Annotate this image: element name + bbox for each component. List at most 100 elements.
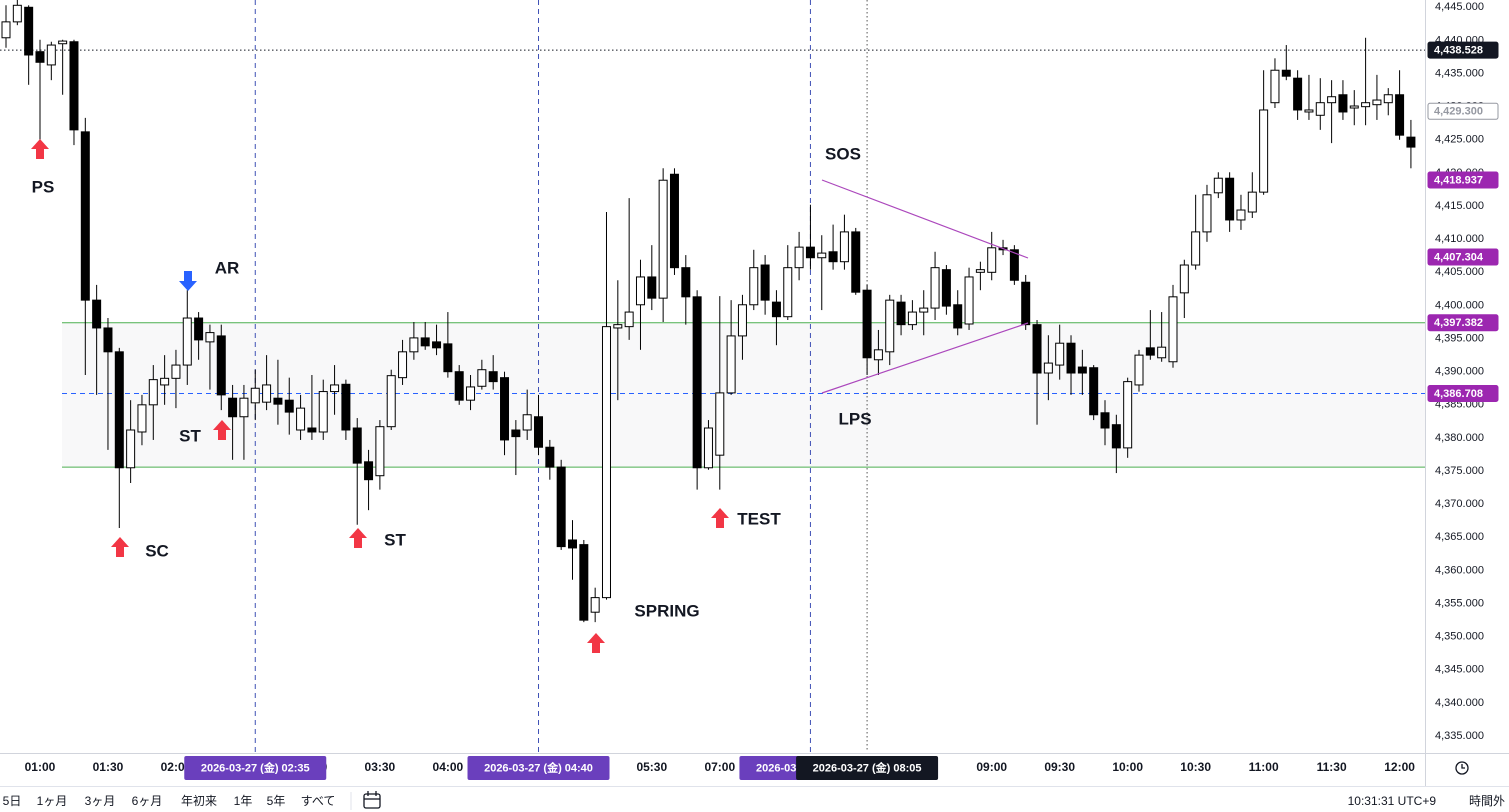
range-button[interactable]: 1年 [234, 794, 253, 808]
range-button[interactable]: すべて [301, 794, 336, 808]
range-button[interactable]: 6ヶ月 [132, 794, 163, 808]
y-tick-label: 4,370.000 [1435, 498, 1484, 510]
time-marker-label: 2026-03-27 (金) 04:40 [484, 760, 593, 774]
timezone-icon[interactable] [1455, 761, 1469, 775]
candle-body [556, 466, 566, 548]
x-tick-label: 11:30 [1317, 760, 1347, 774]
candle-body [1009, 249, 1019, 281]
candle-body [1327, 96, 1337, 104]
x-tick-label: 05:30 [636, 760, 667, 774]
price-label: 4,397.382 [1434, 317, 1483, 329]
time-marker-label-box [184, 756, 327, 780]
crosshair-label-box [796, 756, 939, 780]
candle-body [885, 299, 895, 353]
candle-body [318, 391, 328, 433]
candle-body [511, 429, 521, 438]
candle-body [250, 387, 260, 404]
price-label-box [1427, 171, 1499, 189]
x-tick-label: 03:30 [365, 760, 396, 774]
candle-body [1066, 342, 1076, 374]
candle-body [794, 246, 804, 269]
candle-body [69, 41, 79, 131]
y-tick-label: 4,380.000 [1435, 432, 1484, 444]
up-arrow [213, 420, 231, 440]
candle-body [1338, 94, 1348, 113]
candle-body [1134, 354, 1144, 386]
candle-body [635, 276, 645, 306]
candle-body [1157, 346, 1167, 359]
candle-body [1168, 296, 1178, 363]
range-button[interactable]: 5日 [3, 794, 22, 808]
up-arrow [349, 528, 367, 548]
candle-body [1213, 177, 1223, 194]
range-button[interactable]: 5年 [267, 794, 286, 808]
candle-body [726, 335, 736, 394]
toolbar: 5日 1ヶ月 3ヶ月 6ヶ月 年初来 1年 5年 すべて 10:31:31 UTC+9 時間外 [3, 791, 1505, 810]
x-tick-label: 07:00 [704, 760, 735, 774]
candle-body [330, 384, 340, 393]
candle-body [681, 267, 691, 298]
up-arrow [111, 537, 129, 557]
candle-body [805, 246, 815, 259]
annotation: SC [145, 541, 169, 560]
candle-body [182, 317, 192, 366]
candle-body [58, 40, 68, 45]
y-tick-label: 4,345.000 [1435, 664, 1484, 676]
candle-body [1293, 77, 1303, 111]
candle-body [703, 427, 713, 469]
candle-body [568, 539, 577, 549]
candle-body [613, 324, 623, 329]
x-tick-label: 09:30 [1044, 760, 1075, 774]
candle-body [534, 416, 544, 448]
candle-body [1395, 94, 1405, 136]
candle-body [148, 379, 158, 406]
y-tick-label: 4,350.000 [1435, 631, 1484, 643]
candle-body [1406, 136, 1416, 148]
time-marker-label: 2026-03-27 (金) 02:35 [201, 760, 310, 774]
candle-body [964, 276, 974, 325]
candle-body [783, 267, 793, 318]
candle-body [1259, 109, 1269, 193]
x-tick-label: 04:00 [433, 760, 464, 774]
y-tick-label: 4,445.000 [1435, 1, 1484, 13]
range-button[interactable]: 年初来 [181, 794, 217, 808]
candle-body [307, 427, 317, 433]
candle-body [817, 252, 827, 259]
range-button[interactable]: 1ヶ月 [37, 794, 68, 808]
annotation: AR [215, 258, 240, 277]
candle-body [103, 327, 113, 353]
candle-body [1191, 231, 1201, 266]
price-label: 4,429.300 [1434, 106, 1483, 118]
candle-body [160, 377, 170, 386]
candle-body [420, 337, 430, 347]
candle-body [941, 269, 951, 307]
candle-body [1077, 366, 1087, 374]
candle-body [1043, 362, 1053, 374]
candle-body [907, 311, 917, 326]
x-tick-label: 02:00 [161, 760, 192, 774]
price-label: 4,407.304 [1434, 251, 1484, 263]
date-range-icon[interactable] [363, 791, 381, 809]
candle-body [80, 131, 90, 301]
annotation: SPRING [634, 601, 699, 620]
annotation: ST [384, 530, 406, 549]
candle-body [658, 179, 668, 299]
candle-body [1372, 99, 1382, 106]
candle-body [1123, 381, 1133, 449]
session-status[interactable]: 時間外 [1469, 794, 1505, 808]
candle-body [624, 311, 634, 328]
candle-body [987, 247, 997, 273]
candle-body [454, 371, 464, 401]
candle-body [92, 299, 102, 329]
annotation: ST [179, 426, 201, 445]
candle-body [1236, 209, 1246, 221]
range-button[interactable]: 3ヶ月 [85, 794, 116, 808]
candle-body [828, 251, 838, 263]
price-label-box [1427, 314, 1499, 332]
candle-body [1270, 69, 1280, 104]
candle-body [647, 276, 657, 299]
candle-body [522, 414, 532, 431]
annotation: TEST [737, 509, 781, 528]
candle-body [851, 231, 861, 293]
